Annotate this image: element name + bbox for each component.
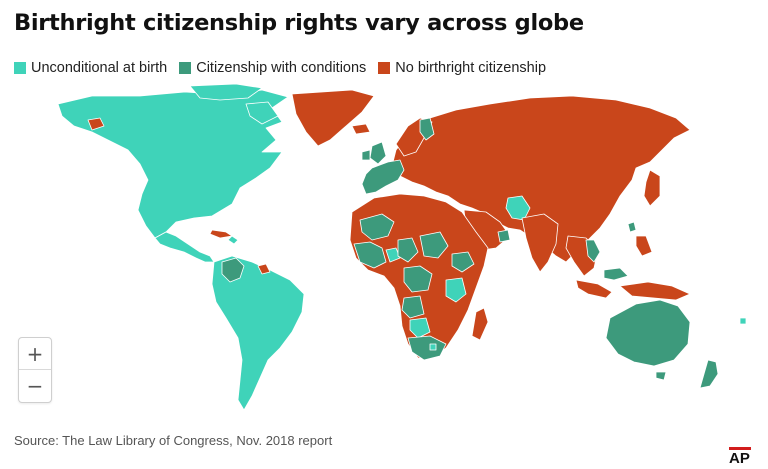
ap-logo-accent	[729, 447, 751, 450]
region-nigeria[interactable]	[397, 237, 419, 263]
region-central-america[interactable]	[154, 231, 215, 263]
region-lesotho[interactable]	[429, 343, 437, 351]
source-note: Source: The Law Library of Congress, Nov…	[14, 433, 333, 448]
region-south-america[interactable]	[211, 255, 305, 411]
zoom-control: + −	[18, 337, 52, 403]
region-aleutian[interactable]	[87, 117, 105, 131]
world-map[interactable]	[0, 84, 768, 424]
legend: Unconditional at birth Citizenship with …	[14, 60, 558, 76]
legend-item-conditional: Citizenship with conditions	[179, 60, 366, 76]
ap-logo: AP	[729, 450, 750, 467]
region-caribbean-unc[interactable]	[227, 235, 239, 245]
region-eurasia[interactable]	[391, 95, 691, 263]
region-tasmania[interactable]	[655, 371, 667, 381]
region-ireland[interactable]	[361, 149, 371, 161]
legend-swatch-conditional	[179, 62, 192, 74]
region-philippines[interactable]	[635, 235, 653, 257]
legend-swatch-none	[378, 62, 391, 74]
region-chad-sudan[interactable]	[419, 231, 449, 259]
region-cambodia-vietnam[interactable]	[585, 239, 601, 263]
region-greenland[interactable]	[291, 89, 375, 147]
legend-item-unconditional: Unconditional at birth	[14, 60, 167, 76]
zoom-out-button[interactable]: −	[26, 373, 44, 398]
region-caribbean-none[interactable]	[209, 229, 233, 239]
region-fiji[interactable]	[739, 317, 747, 325]
region-tanzania[interactable]	[445, 277, 467, 303]
region-malaysia[interactable]	[603, 267, 629, 281]
world-map-svg[interactable]	[0, 84, 768, 424]
region-southern-africa[interactable]	[407, 335, 447, 361]
region-australia[interactable]	[605, 299, 691, 367]
region-japan[interactable]	[643, 169, 661, 207]
region-oman[interactable]	[497, 229, 511, 243]
region-iceland[interactable]	[351, 123, 371, 135]
region-central-africa[interactable]	[403, 265, 433, 293]
zoom-in-button[interactable]: +	[19, 338, 51, 370]
region-zambia[interactable]	[409, 317, 431, 339]
region-finland[interactable]	[419, 117, 435, 141]
region-west-africa-unc[interactable]	[385, 247, 401, 263]
region-western-europe[interactable]	[361, 159, 405, 195]
region-guianas[interactable]	[257, 263, 271, 275]
region-taiwan[interactable]	[627, 221, 637, 233]
region-arctic-islands[interactable]	[189, 84, 263, 101]
region-new-zealand[interactable]	[699, 359, 719, 389]
region-colombia-conditional[interactable]	[221, 257, 245, 283]
region-indonesia-east[interactable]	[619, 281, 691, 301]
region-india[interactable]	[521, 213, 559, 273]
region-ethiopia[interactable]	[451, 251, 475, 273]
region-angola[interactable]	[401, 295, 425, 319]
map-title: Birthright citizenship rights vary acros…	[14, 10, 584, 36]
region-baffin[interactable]	[245, 101, 279, 125]
region-west-africa[interactable]	[353, 241, 387, 269]
region-north-america[interactable]	[57, 89, 289, 239]
region-morocco-mali[interactable]	[359, 213, 395, 241]
legend-swatch-unconditional	[14, 62, 26, 74]
region-uk[interactable]	[369, 141, 387, 165]
legend-label-none: No birthright citizenship	[395, 60, 547, 76]
legend-label-unconditional: Unconditional at birth	[31, 60, 168, 76]
region-indonesia-west[interactable]	[575, 279, 613, 299]
region-madagascar[interactable]	[471, 307, 489, 341]
legend-item-none: No birthright citizenship	[378, 60, 546, 76]
legend-label-conditional: Citizenship with conditions	[196, 60, 367, 76]
